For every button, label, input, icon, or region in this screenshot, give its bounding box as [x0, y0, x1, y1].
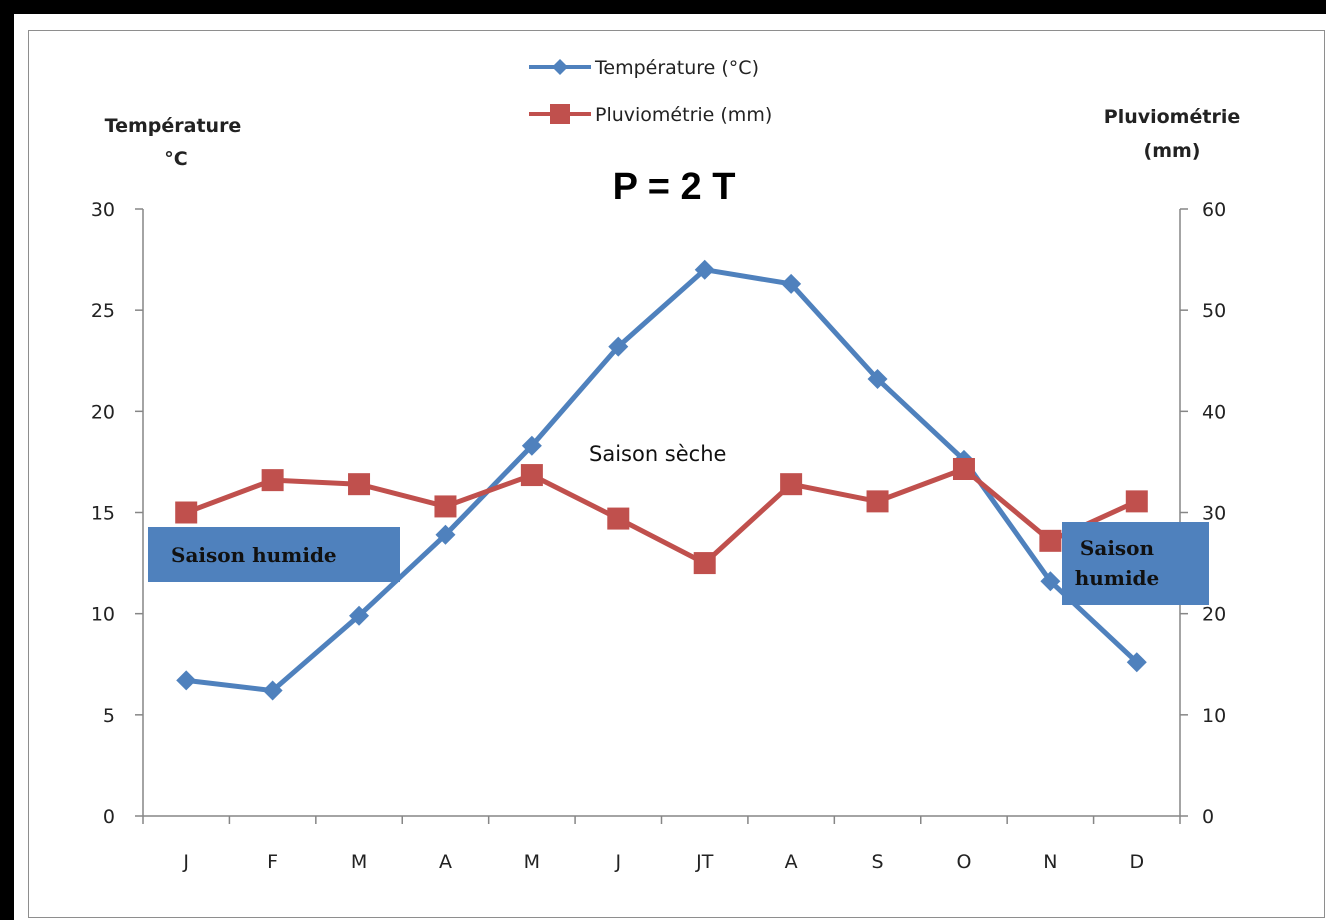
- data-point-temperature: [781, 273, 802, 294]
- x-tick-label: M: [524, 851, 540, 873]
- data-point-pluviometrie: [175, 501, 198, 524]
- legend-label-pluviometrie: Pluviométrie (mm): [595, 104, 772, 126]
- data-point-pluviometrie: [261, 469, 284, 492]
- y-right-title-line1: Pluviométrie: [1104, 106, 1240, 128]
- x-tick-label: N: [1043, 851, 1057, 873]
- annotation-box-wet-right: Saison humide: [1062, 522, 1209, 605]
- data-point-temperature: [1126, 652, 1147, 673]
- axes: 0 5 10 15 20 25 30 0 10 20 30 40 50 60 J F M A M J JT A S O N D: [91, 199, 1226, 873]
- x-tick-label: JT: [695, 851, 714, 873]
- x-tick-label: A: [785, 851, 798, 873]
- legend-marker-temperature: [552, 59, 568, 75]
- y-right-tick-label: 10: [1202, 705, 1226, 727]
- x-tick-label: F: [267, 851, 278, 873]
- x-tick-label: D: [1129, 851, 1144, 873]
- chart-area: Température °C Pluviométrie (mm) P = 2 T…: [28, 30, 1325, 918]
- climate-chart: Température °C Pluviométrie (mm) P = 2 T…: [91, 57, 1240, 873]
- annotation-saison-humide-right-line2: humide: [1075, 566, 1160, 590]
- y-left-tick-label: 25: [91, 300, 115, 322]
- series-layer: [175, 259, 1148, 701]
- chart-title: P = 2 T: [613, 166, 736, 208]
- data-point-temperature: [694, 259, 715, 280]
- legend-entry-pluviometrie: Pluviométrie (mm): [529, 104, 772, 126]
- annotation-saison-seche: Saison sèche: [589, 442, 726, 466]
- y-left-tick-label: 30: [91, 199, 115, 221]
- data-point-pluviometrie: [866, 490, 889, 513]
- wet-left-box: [148, 527, 400, 582]
- y-left-tick-label: 5: [103, 705, 115, 727]
- data-point-temperature: [262, 680, 283, 701]
- x-tick-label: J: [614, 851, 621, 873]
- data-point-temperature: [176, 670, 197, 691]
- annotation-saison-humide-left: Saison humide: [171, 543, 337, 567]
- y-left-tick-label: 10: [91, 604, 115, 626]
- data-point-pluviometrie: [1125, 490, 1148, 513]
- legend-label-temperature: Température (°C): [594, 57, 759, 79]
- y-right-tick-label: 20: [1202, 604, 1226, 626]
- y-left-title-line2: °C: [164, 148, 187, 170]
- data-point-pluviometrie: [348, 473, 371, 496]
- annotation-box-wet-left: Saison humide: [148, 527, 400, 582]
- x-tick-label: A: [439, 851, 452, 873]
- legend-marker-pluviometrie: [550, 104, 570, 124]
- legend: Température (°C) Pluviométrie (mm): [529, 57, 772, 126]
- data-point-temperature: [1040, 571, 1061, 592]
- y-right-title-line2: (mm): [1144, 140, 1201, 162]
- annotation-saison-humide-right-line1: Saison: [1080, 536, 1155, 560]
- x-tick-label: J: [182, 851, 189, 873]
- data-point-pluviometrie: [952, 457, 975, 480]
- series-line-pluviometrie: [185, 466, 1138, 566]
- y-right-tick-label: 40: [1202, 401, 1226, 423]
- data-point-temperature: [867, 368, 888, 389]
- y-left-tick-label: 20: [91, 401, 115, 423]
- data-point-pluviometrie: [780, 473, 803, 496]
- y-left-tick-label: 15: [91, 503, 115, 525]
- legend-entry-temperature: Température (°C): [529, 57, 759, 79]
- data-point-temperature: [521, 435, 542, 456]
- data-point-temperature: [349, 605, 370, 626]
- x-tick-label: M: [351, 851, 367, 873]
- chart-frame: Température °C Pluviométrie (mm) P = 2 T…: [14, 14, 1326, 920]
- y-right-tick-label: 0: [1202, 806, 1214, 828]
- y-left-title-line1: Température: [105, 115, 242, 137]
- data-point-temperature: [435, 524, 456, 545]
- data-point-pluviometrie: [1039, 529, 1062, 552]
- data-point-pluviometrie: [607, 507, 630, 530]
- data-point-temperature: [608, 336, 629, 357]
- wet-right-box: [1062, 522, 1209, 605]
- x-tick-label: S: [872, 851, 884, 873]
- y-right-tick-label: 30: [1202, 503, 1226, 525]
- series-line-temperature: [185, 267, 1139, 694]
- data-point-pluviometrie: [693, 552, 716, 575]
- x-tick-label: O: [956, 851, 971, 873]
- y-left-tick-label: 0: [103, 806, 115, 828]
- data-point-pluviometrie: [520, 464, 543, 487]
- data-point-pluviometrie: [434, 495, 457, 518]
- y-right-tick-label: 60: [1202, 199, 1226, 221]
- y-right-tick-label: 50: [1202, 300, 1226, 322]
